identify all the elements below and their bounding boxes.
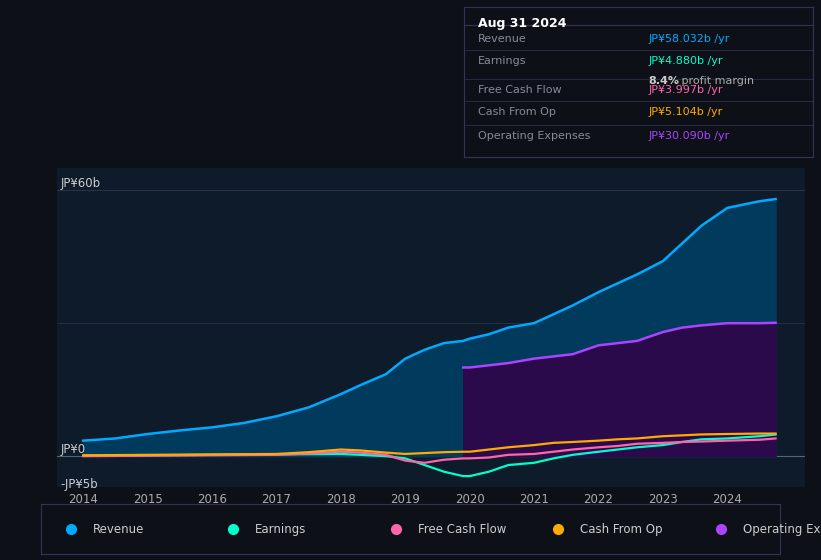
Text: Earnings: Earnings [255, 522, 307, 536]
Text: JP¥30.090b /yr: JP¥30.090b /yr [649, 131, 730, 141]
Text: JP¥0: JP¥0 [61, 443, 86, 456]
Text: JP¥5.104b /yr: JP¥5.104b /yr [649, 108, 723, 117]
Text: Cash From Op: Cash From Op [580, 522, 663, 536]
Text: Revenue: Revenue [93, 522, 144, 536]
Text: Aug 31 2024: Aug 31 2024 [478, 17, 566, 30]
Text: Cash From Op: Cash From Op [478, 108, 556, 117]
Text: JP¥58.032b /yr: JP¥58.032b /yr [649, 34, 730, 44]
Text: JP¥4.880b /yr: JP¥4.880b /yr [649, 56, 723, 66]
Text: Operating Expenses: Operating Expenses [478, 131, 590, 141]
Text: Free Cash Flow: Free Cash Flow [418, 522, 507, 536]
Text: JP¥60b: JP¥60b [61, 177, 101, 190]
Text: Operating Expenses: Operating Expenses [743, 522, 821, 536]
Text: JP¥3.997b /yr: JP¥3.997b /yr [649, 85, 723, 95]
Text: Free Cash Flow: Free Cash Flow [478, 85, 562, 95]
Text: Earnings: Earnings [478, 56, 526, 66]
Text: Revenue: Revenue [478, 34, 526, 44]
Text: profit margin: profit margin [678, 76, 754, 86]
Text: 8.4%: 8.4% [649, 76, 680, 86]
Text: -JP¥5b: -JP¥5b [61, 478, 99, 491]
